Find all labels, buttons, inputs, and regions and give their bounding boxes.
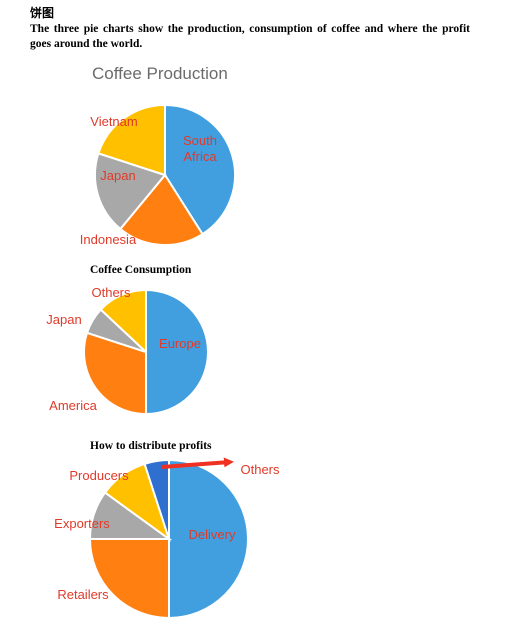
consumption-pie: Europe America Japan Others <box>46 285 209 416</box>
consumption-slice-others <box>99 288 147 355</box>
production-pie: South Africa Indonesia Japan Vietnam <box>80 103 236 247</box>
profits-label-delivery: Delivery <box>189 527 236 542</box>
others-arrow <box>161 457 234 469</box>
production-label-japan: Japan <box>100 168 135 183</box>
production-slice-indonesia <box>118 173 204 246</box>
consumption-chart-title: Coffee Consumption <box>90 264 192 276</box>
page-heading: 饼图 <box>30 6 55 20</box>
profits-slice-others <box>143 458 170 540</box>
profits-pie: Delivery Retailers Exporters Producers Other… <box>54 458 280 620</box>
consumption-label-america: America <box>49 398 97 413</box>
consumption-slice-america <box>83 331 147 416</box>
intro-text: The three pie charts show the production… <box>30 23 470 50</box>
production-label-south-africa: South Africa <box>183 133 217 164</box>
profits-label-producers: Producers <box>69 468 129 483</box>
profits-slice-delivery <box>168 458 249 620</box>
profits-label-others: Others <box>240 462 280 477</box>
production-label-indonesia: Indonesia <box>80 232 137 247</box>
production-slice-vietnam <box>97 103 166 177</box>
production-chart-title: Coffee Production <box>92 64 228 83</box>
consumption-label-japan: Japan <box>46 312 81 327</box>
profits-label-exporters: Exporters <box>54 516 110 531</box>
consumption-slice-europe <box>145 288 209 416</box>
profits-slice-retailers <box>88 538 170 620</box>
production-label-vietnam: Vietnam <box>90 114 137 129</box>
consumption-label-europe: Europe <box>159 336 201 351</box>
production-slice-japan <box>94 152 167 231</box>
consumption-label-others: Others <box>91 285 131 300</box>
profits-label-retailers: Retailers <box>57 587 109 602</box>
profits-chart-title: How to distribute profits <box>90 440 212 452</box>
